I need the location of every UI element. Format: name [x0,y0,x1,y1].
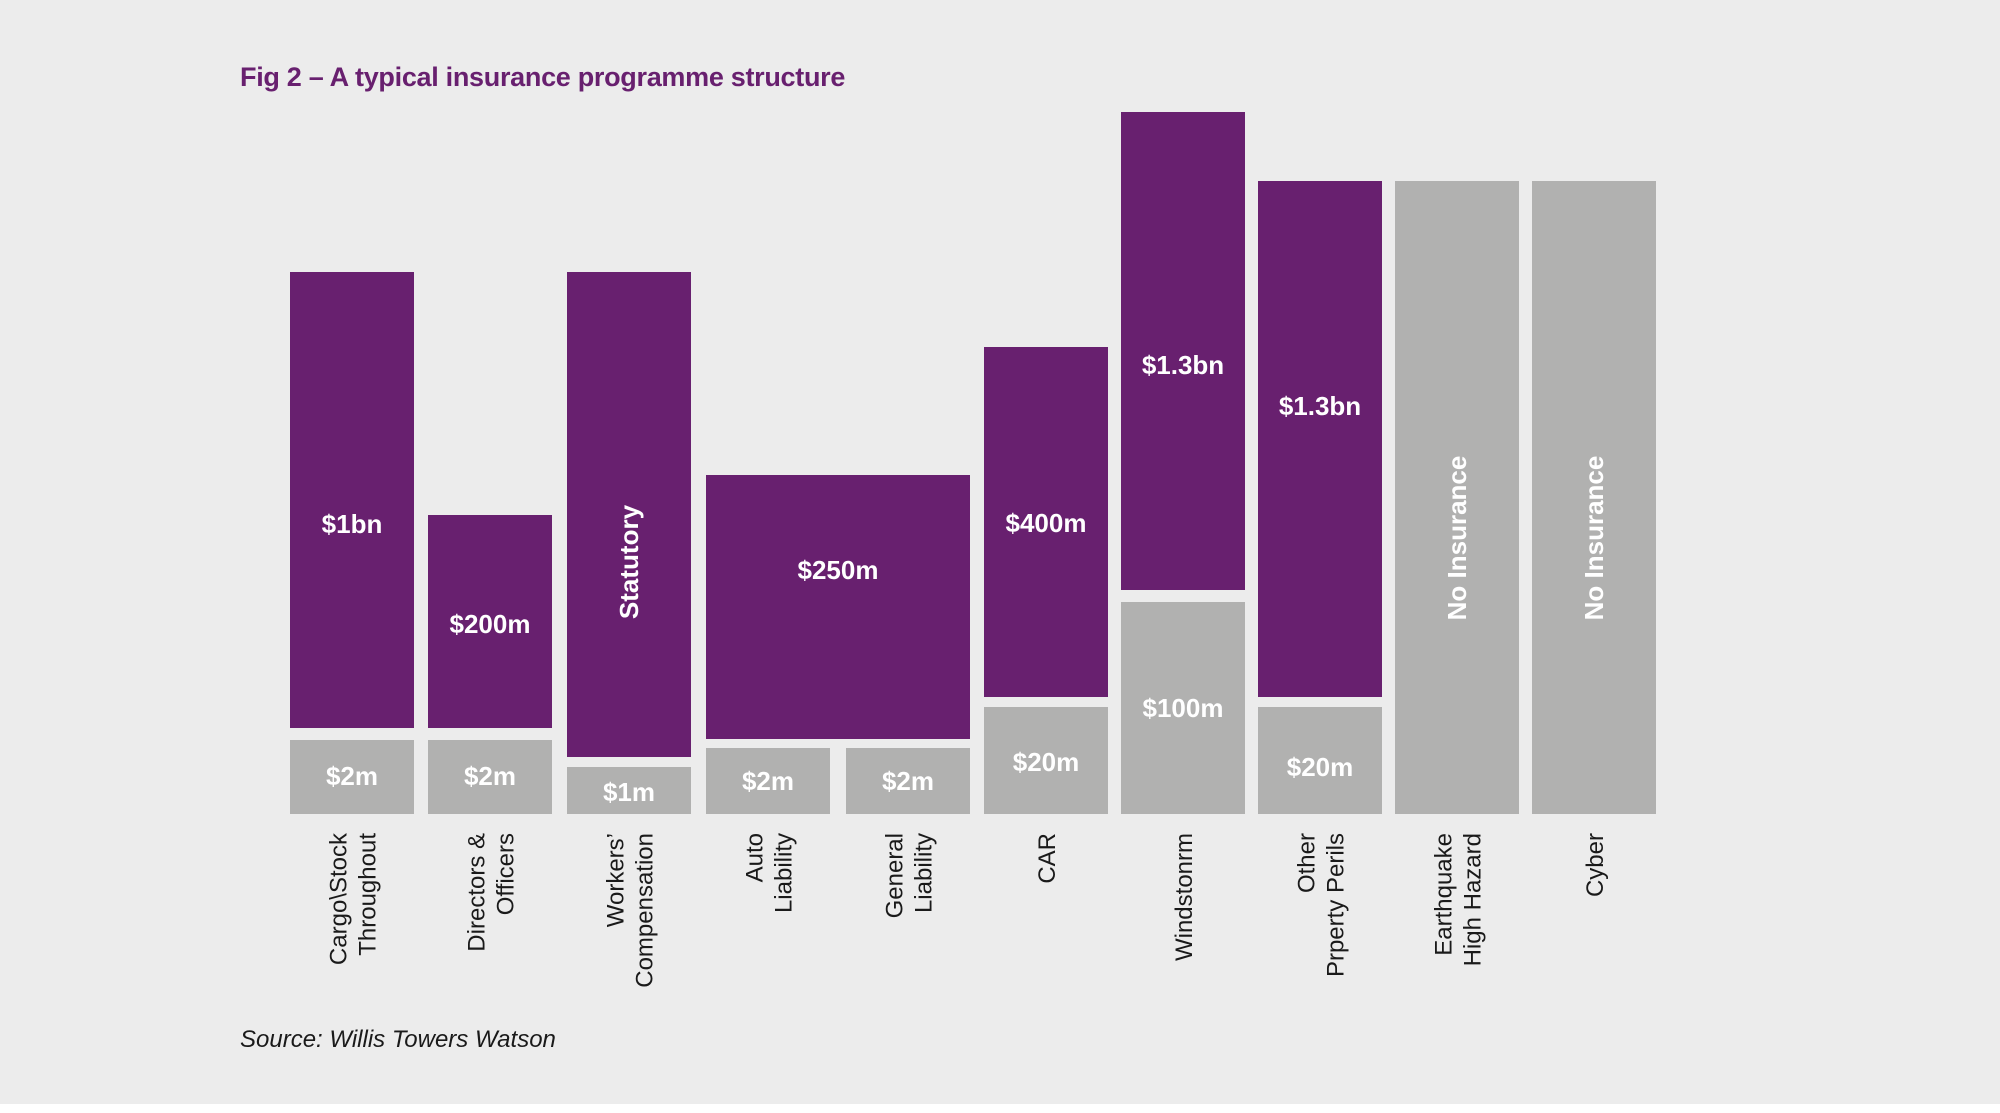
bar-segment-insured-1 [428,515,552,728]
data-label-5-0: $20m [1013,747,1080,777]
category-label-1-line-0: Directors & [464,833,491,952]
bar-segment-retention-3 [706,748,830,814]
bar-segment-uninsured-9 [1532,181,1656,814]
data-label-0-0: $2m [326,761,378,791]
bar-segment-retention-1 [428,740,552,814]
data-label-3-0: $2m [742,766,794,796]
data-label-2-0: $1m [603,777,655,807]
chart-source: Source: Willis Towers Watson [240,1026,556,1053]
data-label-4-0: $2m [882,766,934,796]
category-label-0-line-1: Throughout [355,833,382,956]
category-label-1-line-1: Officers [493,833,520,915]
bar-segment-insured-6 [1121,112,1245,590]
bar-segment-insured-0 [290,272,414,728]
data-label-2-1: Statutory [614,504,644,619]
category-label-4-line-0: General [882,833,909,918]
data-label-0-1: $1bn [322,509,383,539]
category-label-2-line-0: Workers’ [603,833,630,927]
bar-segment-retention-2 [567,767,691,814]
bar-segment-retention-4 [846,748,970,814]
data-label-3-1: $250m [798,555,879,585]
category-label-5-line-0: CAR [1034,833,1061,884]
bar-segment-retention-7 [1258,707,1382,814]
category-label-8-line-1: High Hazard [1460,833,1487,966]
category-label-3-line-0: Auto [742,833,769,882]
data-label-8-0: No Insurance [1442,456,1472,621]
category-label-0-line-0: Cargo\Stock [326,832,353,965]
bar-segment-insured-3 [706,475,970,739]
bar-segment-insured-5 [984,347,1108,697]
bar-segment-uninsured-8 [1395,181,1519,814]
data-label-5-1: $400m [1006,508,1087,538]
data-label-7-1: $1.3bn [1279,391,1361,421]
chart-title: Fig 2 – A typical insurance programme st… [240,62,846,92]
category-label-7-line-1: Prperty Perils [1323,833,1350,977]
category-label-2-line-1: Compensation [632,833,659,988]
bar-segment-insured-7 [1258,181,1382,697]
bar-segment-insured-2 [567,272,691,757]
bar-segment-retention-0 [290,740,414,814]
data-label-7-0: $20m [1287,752,1354,782]
data-label-1-0: $2m [464,761,516,791]
data-label-1-1: $200m [450,609,531,639]
category-label-9-line-0: Cyber [1582,833,1609,897]
data-label-6-1: $1.3bn [1142,350,1224,380]
category-label-6-line-0: Windstonrm [1171,833,1198,961]
category-label-4-line-1: Liability [911,833,938,913]
data-label-9-0: No Insurance [1579,456,1609,621]
bar-segment-retention-6 [1121,602,1245,814]
category-label-3-line-1: Liability [771,833,798,913]
data-label-6-0: $100m [1143,693,1224,723]
category-label-8-line-0: Earthquake [1431,833,1458,956]
bar-segment-retention-5 [984,707,1108,814]
category-label-7-line-0: Other [1294,833,1321,893]
